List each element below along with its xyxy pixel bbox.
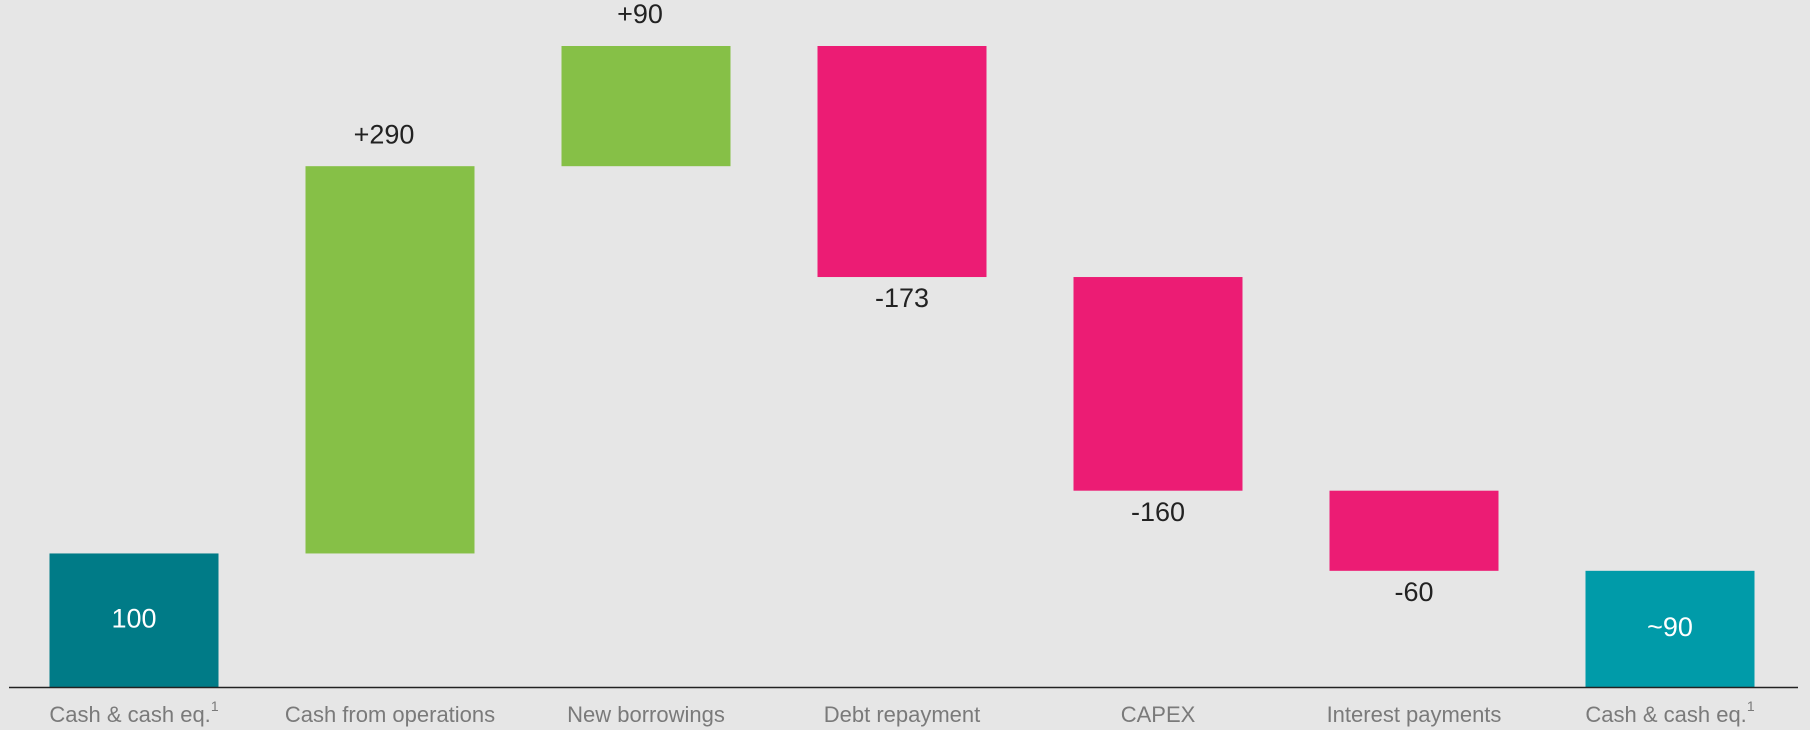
category-text: CAPEX <box>1121 702 1196 727</box>
x-tick-label: New borrowings <box>567 702 725 727</box>
value-label: -60 <box>1394 577 1433 607</box>
category-text: Interest payments <box>1327 702 1502 727</box>
bar <box>817 46 987 278</box>
x-tick-label: Interest payments <box>1327 702 1502 727</box>
bar <box>1073 277 1243 491</box>
bar <box>305 166 475 554</box>
value-label: -173 <box>875 283 929 313</box>
x-tick-label: Cash & cash eq.1 <box>49 698 218 727</box>
x-tick-label: Cash & cash eq.1 <box>1585 698 1754 727</box>
total-label: ~90 <box>1647 612 1693 642</box>
bar <box>1585 570 1755 687</box>
value-label: -160 <box>1131 497 1185 527</box>
value-label: +290 <box>354 119 415 149</box>
x-tick-label: CAPEX <box>1121 702 1196 727</box>
category-text: Cash & cash eq. <box>1585 702 1746 727</box>
category-text: Debt repayment <box>824 702 981 727</box>
x-tick-label: Cash from operations <box>285 702 495 727</box>
value-label: +90 <box>617 0 663 29</box>
x-tick-label: Debt repayment <box>824 702 981 727</box>
bar <box>1329 490 1499 571</box>
total-label: 100 <box>111 603 156 633</box>
category-text: Cash & cash eq. <box>49 702 210 727</box>
category-text: Cash from operations <box>285 702 495 727</box>
category-text: New borrowings <box>567 702 725 727</box>
bar <box>49 553 219 687</box>
footnote-mark: 1 <box>1747 698 1755 714</box>
bar <box>561 46 731 167</box>
footnote-mark: 1 <box>211 698 219 714</box>
